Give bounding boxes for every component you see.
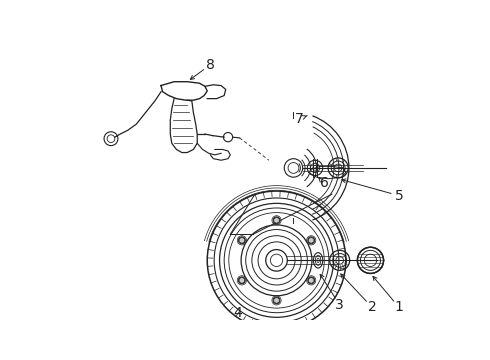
Circle shape bbox=[308, 277, 315, 284]
Text: 6: 6 bbox=[320, 176, 329, 190]
Text: 5: 5 bbox=[394, 189, 403, 203]
Circle shape bbox=[273, 217, 280, 224]
Text: 7: 7 bbox=[295, 112, 304, 126]
Circle shape bbox=[239, 277, 245, 284]
Text: 8: 8 bbox=[206, 58, 215, 72]
Text: 4: 4 bbox=[234, 306, 243, 320]
Circle shape bbox=[239, 237, 245, 244]
Text: 1: 1 bbox=[394, 300, 403, 314]
Text: 2: 2 bbox=[368, 300, 376, 314]
Circle shape bbox=[308, 237, 315, 244]
Text: 3: 3 bbox=[335, 298, 344, 312]
Circle shape bbox=[273, 297, 280, 304]
